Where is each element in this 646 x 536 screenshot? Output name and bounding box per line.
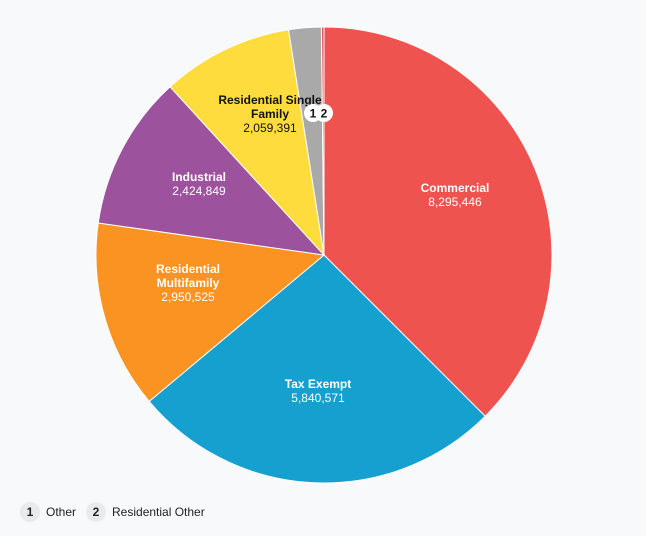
slice-label: Residential Multifamily 2,950,525 (156, 262, 220, 304)
legend-label: Residential Other (112, 505, 205, 519)
pie-slice-residential-multifamily[interactable] (95, 222, 326, 403)
badge-circle (315, 104, 333, 122)
pie-slice-residential-other[interactable] (320, 26, 325, 256)
pie-slices (95, 26, 553, 484)
legend-item-residential-other[interactable]: 2 Residential Other (86, 502, 205, 522)
badge-number: 2 (321, 107, 328, 121)
pie-slice-residential-single-family[interactable] (169, 29, 325, 257)
legend: 1 Other 2 Residential Other (20, 502, 205, 522)
slice-label: Industrial 2,424,849 (172, 170, 226, 198)
legend-badge: 2 (86, 502, 107, 522)
legend-badge: 1 (20, 502, 40, 522)
badge-number: 1 (310, 107, 317, 121)
pie-chart: Commercial 8,295,446 Tax Exempt 5,840,571 Re… (95, 26, 553, 484)
pie-slice-commercial[interactable] (323, 26, 553, 417)
pie-slice-tax-exempt[interactable] (148, 254, 486, 484)
legend-label: Other (46, 505, 77, 519)
pie-labels: Commercial 8,295,446 Tax Exempt 5,840,571 Re… (156, 93, 489, 405)
legend-item-other[interactable]: 1 Other (20, 502, 76, 522)
slice-label: Tax Exempt 5,840,571 (285, 377, 351, 405)
pie-slice-industrial[interactable] (97, 86, 326, 256)
slice-label: Commercial 8,295,446 (421, 181, 490, 209)
slice-label: Residential Single Family 2,059,391 (218, 93, 322, 135)
